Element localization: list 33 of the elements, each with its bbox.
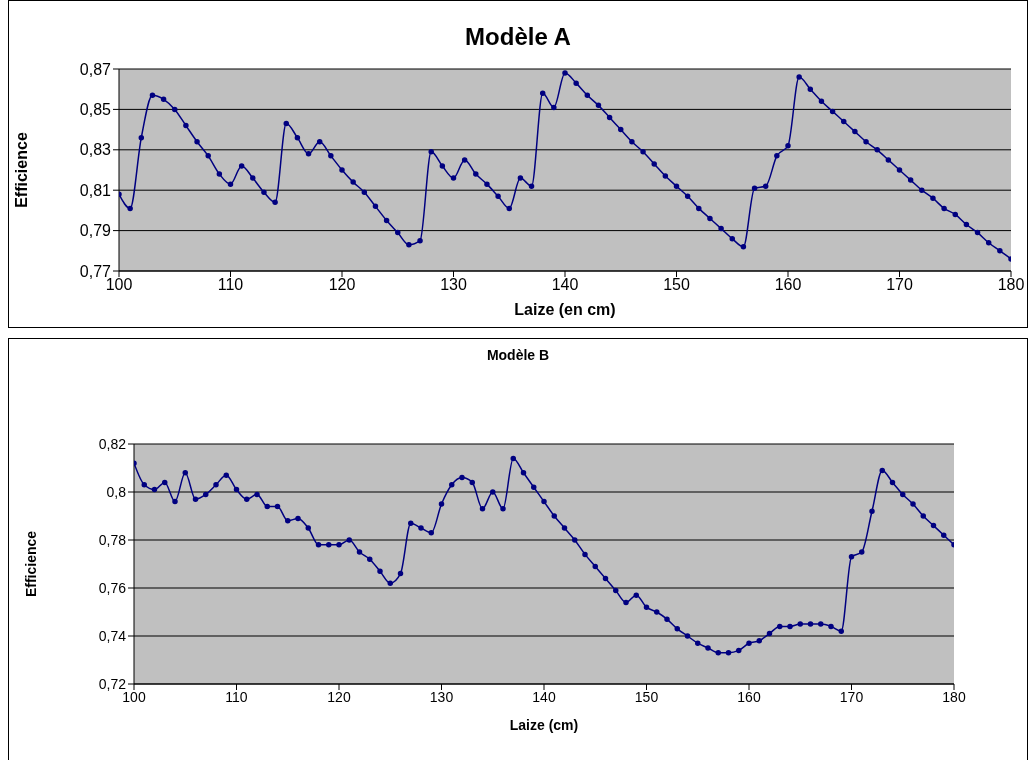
y-tick-label: 0,79 (79, 222, 112, 240)
y-tick-label: 0,87 (79, 60, 112, 78)
x-tick-label: 180 (942, 688, 966, 705)
x-tick-label: 140 (532, 688, 556, 705)
x-tick-label: 170 (886, 276, 913, 294)
x-axis-title: Laize (en cm) (514, 301, 616, 318)
y-tick-label: 0,8 (106, 483, 127, 500)
x-tick-label: 150 (634, 688, 659, 705)
x-tick-label: 180 (997, 276, 1025, 294)
chart-title: Modèle A (464, 23, 572, 51)
x-tick-label: 160 (737, 688, 761, 705)
x-tick-label: 100 (105, 276, 133, 294)
x-axis-title: Laize (cm) (509, 717, 579, 733)
x-tick-label: 130 (440, 276, 467, 294)
x-tick-label: 130 (429, 688, 454, 705)
y-tick-label: 0,85 (79, 101, 112, 119)
x-tick-label: 120 (328, 276, 356, 294)
y-tick-label: 0,82 (98, 435, 127, 452)
y-axis-title: Efficience (12, 132, 30, 208)
x-tick-label: 170 (839, 688, 864, 705)
x-tick-label: 110 (225, 688, 248, 705)
x-tick-label: 150 (663, 276, 690, 294)
x-tick-label: 120 (327, 688, 351, 705)
y-axis-title: Efficience (22, 530, 39, 598)
x-tick-label: 110 (217, 276, 244, 294)
y-tick-label: 0,83 (79, 141, 112, 159)
y-tick-label: 0,76 (98, 579, 127, 596)
x-tick-label: 160 (774, 276, 802, 294)
chart-title: Modèle B (485, 347, 551, 363)
y-tick-label: 0,78 (98, 531, 127, 548)
y-tick-label: 0,74 (98, 627, 127, 644)
y-tick-label: 0,81 (79, 181, 112, 199)
x-tick-label: 140 (551, 276, 579, 294)
